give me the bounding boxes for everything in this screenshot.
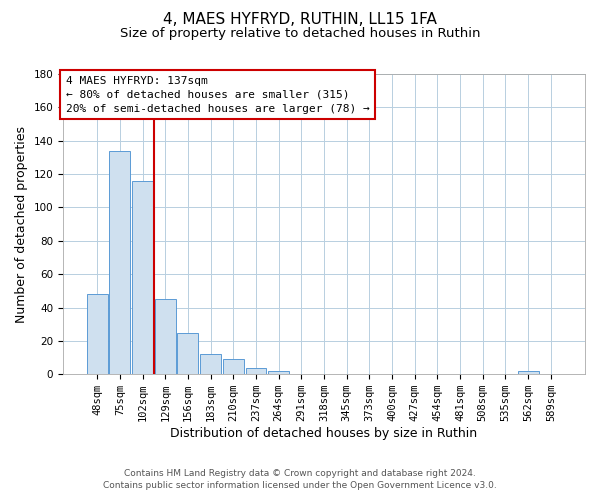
Bar [132, 180, 153, 374]
Text: Size of property relative to detached houses in Ruthin: Size of property relative to detached ho… [120, 28, 480, 40]
Y-axis label: Number of detached properties: Number of detached properties [15, 126, 28, 322]
Text: Contains HM Land Registry data © Crown copyright and database right 2024.
Contai: Contains HM Land Registry data © Crown c… [103, 468, 497, 490]
Bar [178, 332, 199, 374]
Bar [518, 371, 539, 374]
Bar [223, 359, 244, 374]
Bar [245, 368, 266, 374]
Bar [268, 371, 289, 374]
Text: 4, MAES HYFRYD, RUTHIN, LL15 1FA: 4, MAES HYFRYD, RUTHIN, LL15 1FA [163, 12, 437, 28]
Bar [109, 150, 130, 374]
Text: 4 MAES HYFRYD: 137sqm
← 80% of detached houses are smaller (315)
20% of semi-det: 4 MAES HYFRYD: 137sqm ← 80% of detached … [65, 76, 370, 114]
X-axis label: Distribution of detached houses by size in Ruthin: Distribution of detached houses by size … [170, 427, 478, 440]
Bar [155, 299, 176, 374]
Bar [200, 354, 221, 374]
Bar [87, 294, 107, 374]
